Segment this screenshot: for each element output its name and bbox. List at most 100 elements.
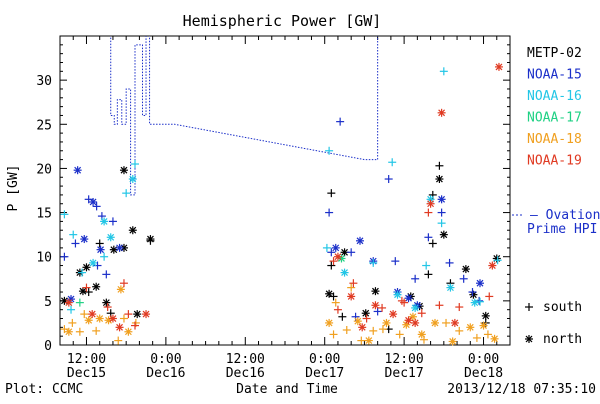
point-south-noaa-18 (331, 298, 340, 307)
point-south-noaa-15 (325, 208, 334, 217)
star-d2 (354, 317, 362, 325)
point-north-noaa-19 (115, 323, 124, 332)
point-south-noaa-18 (119, 314, 128, 323)
point-north-noaa-18 (479, 321, 488, 330)
star-d2 (129, 175, 137, 183)
point-north-noaa-16 (340, 268, 349, 277)
point-north-noaa-18 (84, 316, 93, 325)
star-d2 (372, 287, 379, 295)
point-south-noaa-15 (102, 270, 111, 279)
point-south-noaa-19 (333, 305, 342, 314)
point-north-metp-02 (435, 175, 444, 184)
ovation-label: — Ovation (530, 208, 600, 223)
x-tick-date-label: Dec17 (305, 366, 344, 381)
point-south-noaa-18 (442, 318, 451, 327)
star-d2 (409, 313, 417, 321)
point-north-noaa-15 (80, 235, 89, 244)
point-south-noaa-18 (357, 336, 366, 345)
point-south-metp-02 (428, 239, 437, 248)
point-south-noaa-19 (131, 321, 139, 330)
star-d2 (100, 217, 108, 225)
point-south-noaa-15 (424, 233, 433, 242)
point-north-noaa-18 (448, 337, 457, 346)
star-d2 (325, 319, 333, 327)
marker-legend-label: north (543, 332, 582, 347)
x-tick-time-label: 0:00 (309, 352, 340, 367)
plot-credit: Plot: CCMC (5, 382, 83, 397)
point-north-noaa-19 (358, 323, 367, 332)
star-d2 (495, 63, 503, 71)
point-north-noaa-18 (64, 327, 73, 336)
star-d2 (488, 262, 496, 269)
star-d2 (362, 309, 370, 317)
point-south-metp-02 (329, 292, 338, 301)
point-south-noaa-19 (435, 301, 444, 310)
ovation-hpi-line (110, 36, 379, 196)
star-d2 (411, 304, 419, 312)
point-north-noaa-16 (89, 258, 98, 267)
point-south-noaa-19 (103, 303, 112, 312)
point-north-noaa-16 (128, 175, 137, 184)
point-north-metp-02 (133, 310, 142, 319)
point-north-noaa-15 (331, 243, 340, 252)
star-d2 (97, 246, 105, 254)
star-d2 (89, 198, 97, 206)
point-south-noaa-15 (336, 117, 345, 126)
x-tick-date-label: Dec16 (146, 366, 185, 381)
star-d2 (394, 291, 401, 299)
star-d2 (85, 316, 93, 324)
point-south-noaa-18 (68, 318, 77, 327)
star-d2 (365, 337, 373, 345)
point-north-noaa-16 (393, 290, 402, 299)
marker-legend-label: south (543, 300, 582, 315)
point-south-noaa-15 (84, 195, 93, 204)
point-south-noaa-16 (325, 146, 334, 155)
star-d2 (451, 319, 459, 327)
star-d2 (476, 279, 484, 287)
x-axis-label: Date and Time (236, 382, 338, 397)
point-south-noaa-18 (60, 325, 69, 334)
x-tick-time-label: 12:00 (226, 352, 265, 367)
point-south-noaa-19 (378, 303, 387, 312)
legend-item: NOAA-15 (527, 68, 582, 83)
y-tick-label: 10 (36, 251, 52, 266)
point-south-metp-02 (435, 161, 444, 170)
star-d2 (411, 319, 419, 327)
point-north-noaa-18 (353, 317, 362, 326)
point-south-noaa-15 (60, 252, 69, 261)
star-d2 (92, 283, 100, 291)
point-north-noaa-18 (116, 285, 125, 294)
legend: METP-02 NOAA-15 NOAA-16 NOAA-17 NOAA-18 NOAA-… (512, 46, 600, 347)
point-south-noaa-19 (349, 279, 358, 288)
point-south-noaa-15 (468, 288, 477, 297)
star-d2 (405, 294, 412, 302)
point-south-noaa-18 (92, 326, 101, 335)
point-north-metp-02 (102, 298, 111, 307)
point-north-metp-02 (481, 311, 490, 320)
star-d2 (325, 290, 333, 298)
point-north-noaa-18 (466, 323, 475, 332)
point-north-metp-02 (492, 254, 501, 263)
point-north-noaa-18 (417, 330, 426, 339)
point-south-noaa-15 (71, 239, 80, 248)
y-tick-label: 5 (44, 295, 52, 310)
point-south-noaa-18 (80, 310, 89, 319)
point-north-noaa-15 (73, 166, 82, 175)
point-north-noaa-18 (325, 318, 334, 327)
point-north-metp-02 (78, 287, 87, 296)
point-north-noaa-18 (95, 314, 104, 323)
y-tick-label: 15 (36, 207, 52, 222)
point-south-noaa-15 (347, 248, 356, 257)
star-d2 (418, 330, 426, 338)
point-south-noaa-16 (476, 297, 484, 306)
point-north-noaa-16 (446, 283, 455, 292)
star-d2 (491, 335, 498, 343)
point-north-noaa-19 (389, 310, 398, 319)
star-d2 (435, 175, 443, 183)
point-south-noaa-19 (329, 257, 338, 266)
point-south-noaa-15 (92, 202, 101, 211)
point-south-noaa-19 (82, 283, 91, 292)
y-axis-label: P [GW] (6, 165, 21, 212)
y-tick-label: 20 (36, 162, 52, 177)
point-south-noaa-16 (437, 219, 446, 228)
